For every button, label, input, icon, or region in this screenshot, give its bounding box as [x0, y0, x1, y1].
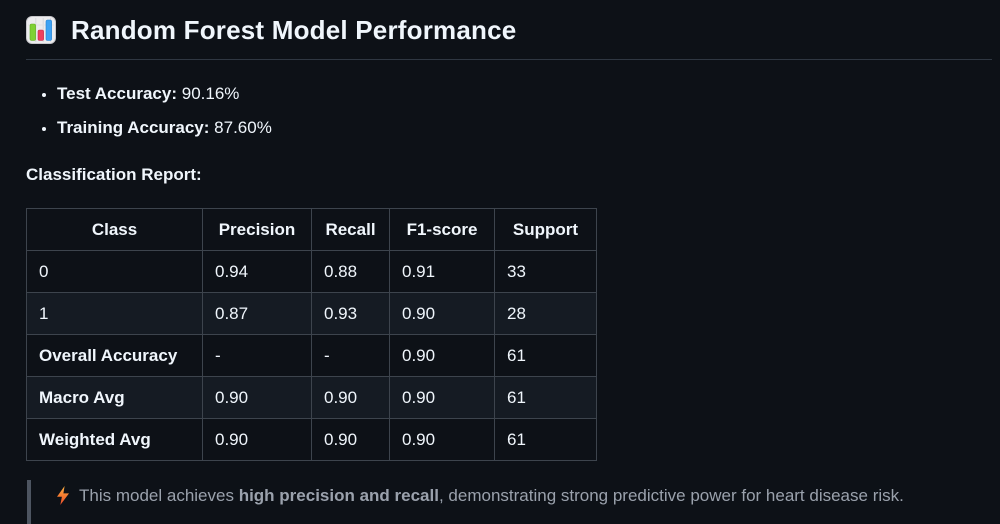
cell-class: Weighted Avg — [26, 418, 203, 461]
note-text-suffix: , demonstrating strong predictive power … — [438, 486, 904, 505]
cell-class: 1 — [26, 292, 203, 335]
cell-recall: - — [311, 334, 390, 377]
cell-class: Overall Accuracy — [26, 334, 203, 377]
column-header-support: Support — [494, 208, 597, 251]
table-row: Weighted Avg 0.90 0.90 0.90 61 — [26, 418, 597, 461]
metric-label: Test Accuracy: — [57, 84, 177, 103]
classification-report-heading: Classification Report: — [26, 165, 202, 184]
cell-precision: 0.94 — [202, 250, 312, 293]
table-row: 1 0.87 0.93 0.90 28 — [26, 292, 597, 335]
page-title-text: Random Forest Model Performance — [71, 15, 517, 45]
column-header-f1-score: F1-score — [389, 208, 495, 251]
cell-class: 0 — [26, 250, 203, 293]
cell-f1: 0.90 — [389, 334, 495, 377]
table-row: 0 0.94 0.88 0.91 33 — [26, 250, 597, 293]
column-header-recall: Recall — [311, 208, 390, 251]
cell-recall: 0.90 — [311, 418, 390, 461]
metric-label: Training Accuracy: — [57, 118, 210, 137]
cell-class: Macro Avg — [26, 376, 203, 419]
table-row: Overall Accuracy - - 0.90 61 — [26, 334, 597, 377]
metric-test-accuracy: Test Accuracy: 90.16% — [57, 84, 992, 104]
cell-support: 33 — [494, 250, 597, 293]
accuracy-metrics-list: Test Accuracy: 90.16% Training Accuracy:… — [26, 84, 992, 138]
cell-precision: - — [202, 334, 312, 377]
metric-value: 90.16% — [181, 84, 240, 103]
model-note-blockquote: This model achieves high precision and r… — [27, 480, 992, 524]
cell-precision: 0.90 — [202, 418, 312, 461]
cell-support: 61 — [494, 376, 597, 419]
note-text-prefix: This model achieves — [79, 486, 239, 505]
cell-recall: 0.88 — [311, 250, 390, 293]
metric-value: 87.60% — [214, 118, 272, 137]
table-header-row: Class Precision Recall F1-score Support — [26, 208, 597, 251]
cell-recall: 0.93 — [311, 292, 390, 335]
cell-precision: 0.87 — [202, 292, 312, 335]
cell-support: 28 — [494, 292, 597, 335]
lightning-icon — [56, 486, 70, 510]
cell-f1: 0.90 — [389, 418, 495, 461]
classification-report-table: Class Precision Recall F1-score Support … — [26, 208, 597, 461]
cell-f1: 0.91 — [389, 250, 495, 293]
metric-training-accuracy: Training Accuracy: 87.60% — [57, 118, 992, 138]
cell-recall: 0.90 — [311, 376, 390, 419]
bar-chart-icon — [26, 16, 56, 44]
note-text-bold: high precision and recall — [238, 486, 439, 505]
column-header-precision: Precision — [202, 208, 312, 251]
cell-support: 61 — [494, 334, 597, 377]
cell-support: 61 — [494, 418, 597, 461]
page-title: Random Forest Model Performance — [26, 14, 992, 60]
cell-precision: 0.90 — [202, 376, 312, 419]
cell-f1: 0.90 — [389, 292, 495, 335]
table-row: Macro Avg 0.90 0.90 0.90 61 — [26, 376, 597, 419]
cell-f1: 0.90 — [389, 376, 495, 419]
column-header-class: Class — [26, 208, 203, 251]
